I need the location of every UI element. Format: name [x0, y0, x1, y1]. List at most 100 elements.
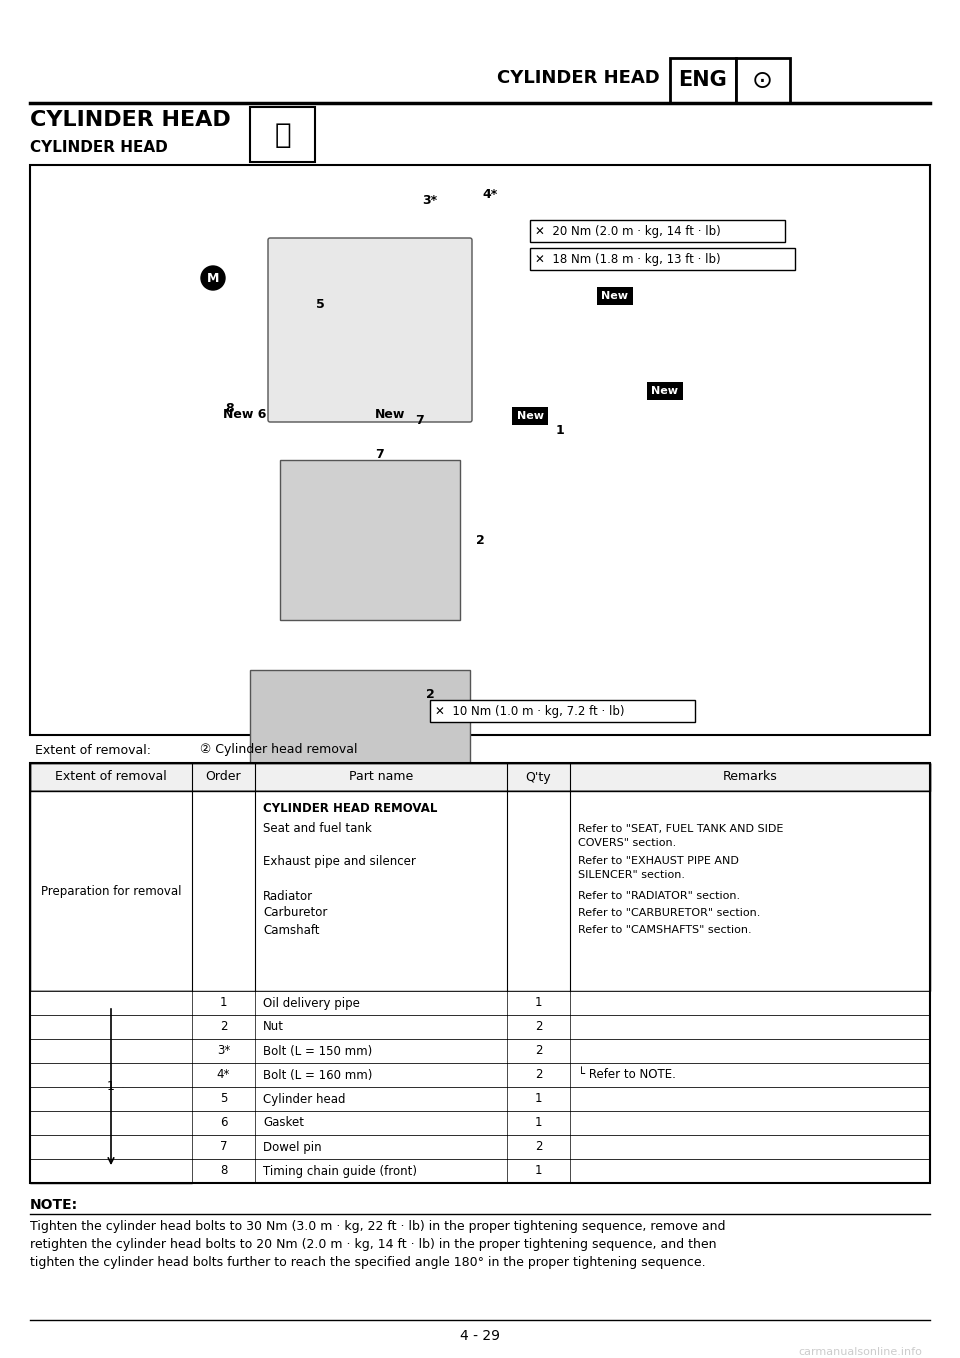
Circle shape [99, 1076, 123, 1099]
Text: Preparation for removal: Preparation for removal [40, 884, 181, 898]
Text: 1: 1 [535, 997, 542, 1009]
FancyBboxPatch shape [268, 238, 472, 422]
Text: 2: 2 [475, 534, 485, 546]
Text: Refer to "CAMSHAFTS" section.: Refer to "CAMSHAFTS" section. [578, 925, 752, 936]
Text: Remarks: Remarks [723, 770, 778, 784]
Text: ⊙: ⊙ [752, 68, 773, 92]
Text: ✕  10 Nm (1.0 m · kg, 7.2 ft · lb): ✕ 10 Nm (1.0 m · kg, 7.2 ft · lb) [435, 705, 625, 717]
Text: 7: 7 [220, 1141, 228, 1153]
Text: Refer to "SEAT, FUEL TANK AND SIDE: Refer to "SEAT, FUEL TANK AND SIDE [578, 824, 783, 834]
Text: Seat and fuel tank: Seat and fuel tank [263, 823, 372, 835]
Bar [30, 1086, 930, 1111]
Text: CYLINDER HEAD: CYLINDER HEAD [497, 69, 660, 87]
Text: ② Cylinder head removal: ② Cylinder head removal [200, 743, 357, 756]
Text: Carburetor: Carburetor [263, 907, 327, 919]
Bar [30, 1135, 930, 1158]
Bar [670, 58, 736, 103]
Text: New: New [374, 409, 405, 421]
Text: NOTE:: NOTE: [30, 1198, 78, 1211]
Text: ✕  20 Nm (2.0 m · kg, 14 ft · lb): ✕ 20 Nm (2.0 m · kg, 14 ft · lb) [535, 224, 721, 238]
Bar [30, 763, 930, 1183]
Bar [250, 669, 470, 800]
Bar [30, 1063, 930, 1086]
Text: CYLINDER HEAD: CYLINDER HEAD [30, 140, 168, 156]
Bar [30, 1014, 930, 1039]
Text: 5: 5 [316, 299, 324, 311]
Text: Dowel pin: Dowel pin [263, 1141, 322, 1153]
Text: 2: 2 [425, 689, 434, 702]
Text: 4 - 29: 4 - 29 [460, 1329, 500, 1343]
Text: tighten the cylinder head bolts further to reach the specified angle 180° in the: tighten the cylinder head bolts further … [30, 1256, 706, 1268]
Bar [30, 1158, 930, 1183]
Text: Bolt (L = 160 mm): Bolt (L = 160 mm) [263, 1069, 372, 1081]
Bar [30, 991, 192, 1183]
Text: Oil delivery pipe: Oil delivery pipe [263, 997, 360, 1009]
Bar [30, 166, 930, 735]
Text: 8: 8 [226, 402, 234, 414]
Text: Exhaust pipe and silencer: Exhaust pipe and silencer [263, 854, 416, 868]
Text: Refer to "RADIATOR" section.: Refer to "RADIATOR" section. [578, 891, 740, 900]
Text: 🏍: 🏍 [275, 121, 291, 148]
Text: 2: 2 [220, 1020, 228, 1033]
Text: Cylinder head: Cylinder head [263, 1092, 346, 1105]
Text: Timing chain guide (front): Timing chain guide (front) [263, 1165, 417, 1177]
Text: Q'ty: Q'ty [526, 770, 551, 784]
Bar [530, 249, 795, 270]
Text: CYLINDER HEAD REMOVAL: CYLINDER HEAD REMOVAL [263, 803, 438, 816]
Text: carmanualsonline.info: carmanualsonline.info [798, 1347, 922, 1357]
Text: 2: 2 [535, 1020, 542, 1033]
Bar [512, 407, 548, 425]
Text: 2: 2 [535, 1141, 542, 1153]
Text: 4*: 4* [217, 1069, 230, 1081]
Text: Extent of removal:: Extent of removal: [35, 743, 151, 756]
Bar [30, 991, 930, 1014]
Text: 1: 1 [556, 424, 564, 436]
Text: New 6: New 6 [224, 409, 267, 421]
Bar [597, 287, 633, 306]
Text: New: New [516, 411, 543, 421]
Text: New: New [602, 291, 629, 301]
Bar [30, 790, 930, 991]
Bar [30, 1039, 930, 1063]
Bar [30, 1111, 930, 1135]
Text: 3*: 3* [217, 1044, 230, 1058]
Text: 2: 2 [535, 1044, 542, 1058]
Text: Bolt (L = 150 mm): Bolt (L = 150 mm) [263, 1044, 372, 1058]
Bar [430, 699, 695, 722]
Text: 1: 1 [535, 1092, 542, 1105]
Text: COVERS" section.: COVERS" section. [578, 838, 676, 847]
Text: Gasket: Gasket [263, 1116, 304, 1130]
Text: 7: 7 [375, 448, 384, 462]
Bar [736, 58, 790, 103]
Bar [280, 460, 460, 621]
Bar [30, 763, 930, 790]
Circle shape [201, 266, 225, 291]
Text: 1: 1 [535, 1116, 542, 1130]
Text: Radiator: Radiator [263, 889, 313, 903]
Text: 8: 8 [220, 1165, 228, 1177]
Bar [647, 382, 683, 401]
Text: Nut: Nut [263, 1020, 284, 1033]
Text: 5: 5 [220, 1092, 228, 1105]
Text: └ Refer to NOTE.: └ Refer to NOTE. [578, 1069, 676, 1081]
Text: Refer to "CARBURETOR" section.: Refer to "CARBURETOR" section. [578, 909, 760, 918]
Text: Tighten the cylinder head bolts to 30 Nm (3.0 m · kg, 22 ft · lb) in the proper : Tighten the cylinder head bolts to 30 Nm… [30, 1219, 726, 1233]
Text: Part name: Part name [348, 770, 413, 784]
Bar [530, 220, 785, 242]
Text: SILENCER" section.: SILENCER" section. [578, 870, 685, 880]
Text: M: M [206, 272, 219, 284]
Text: 7: 7 [416, 413, 424, 426]
Text: 4*: 4* [482, 189, 497, 201]
Text: 6: 6 [220, 1116, 228, 1130]
Text: 2: 2 [535, 1069, 542, 1081]
Text: retighten the cylinder head bolts to 20 Nm (2.0 m · kg, 14 ft · lb) in the prope: retighten the cylinder head bolts to 20 … [30, 1238, 716, 1251]
Text: Camshaft: Camshaft [263, 923, 320, 937]
Text: CYLINDER HEAD: CYLINDER HEAD [30, 110, 230, 130]
Bar [250, 107, 315, 162]
Text: Refer to "EXHAUST PIPE AND: Refer to "EXHAUST PIPE AND [578, 856, 739, 866]
Text: ✕  18 Nm (1.8 m · kg, 13 ft · lb): ✕ 18 Nm (1.8 m · kg, 13 ft · lb) [535, 253, 721, 266]
Text: ENG: ENG [679, 71, 728, 91]
Bar [30, 763, 930, 790]
Text: 1: 1 [535, 1165, 542, 1177]
Text: Extent of removal: Extent of removal [55, 770, 167, 784]
